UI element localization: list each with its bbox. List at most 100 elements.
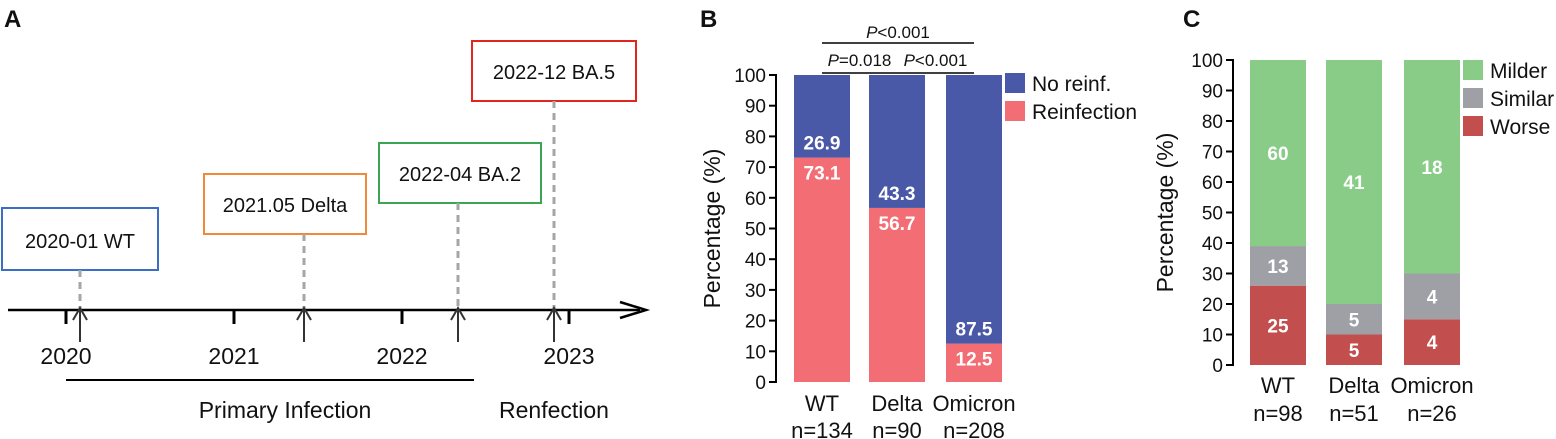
bar-b-delta-no-reinf [869, 75, 925, 208]
category-n-b: n=90 [872, 418, 922, 439]
category-label-b: Delta [871, 391, 923, 416]
category-n-b: n=208 [943, 418, 1005, 439]
legend-label-c: Milder [1490, 60, 1547, 83]
category-label-c: WT [1261, 373, 1295, 398]
bar-c-wt-worse [1250, 285, 1306, 365]
data-label-b: 26.9 [804, 134, 841, 155]
legend-label-b: No reinf. [1032, 73, 1111, 96]
panel-a-timeline: A 2020-01 WT 2021.05 Delta 2022-04 BA.2 … [1, 6, 651, 423]
y-tick-label-c: 60 [1202, 173, 1223, 194]
y-tick-label-b: 90 [745, 97, 766, 118]
event-label-delta: 2021.05 Delta [223, 195, 348, 217]
year-label: 2021 [208, 343, 259, 369]
bar-c-delta-worse [1326, 334, 1382, 365]
event-box-ba5-frame [471, 40, 637, 102]
y-tick-label-c: 90 [1202, 82, 1223, 103]
y-tick-label-b: 40 [745, 250, 766, 271]
y-axis-title-b: Percentage (%) [699, 149, 725, 309]
data-label-c: 41 [1343, 173, 1365, 194]
y-tick-label-c: 10 [1202, 326, 1223, 347]
year-label: 2022 [376, 343, 427, 369]
category-label-b: WT [805, 391, 839, 416]
bar-c-omicron-worse [1404, 319, 1460, 365]
bar-b-wt-reinfection [794, 157, 850, 382]
event-label-ba2: 2022-04 BA.2 [399, 164, 521, 186]
data-label-b: 87.5 [956, 320, 993, 341]
y-tick-label-c: 80 [1202, 112, 1223, 133]
y-tick-label-b: 80 [745, 127, 766, 148]
arrow-up-icon [450, 306, 466, 342]
data-label-b: 43.3 [879, 184, 916, 205]
event-label-ba5: 2022-12 BA.5 [493, 62, 615, 84]
event-box-ba5: 2022-12 BA.5 [471, 40, 637, 102]
data-label-c: 60 [1267, 144, 1288, 165]
bar-c-wt-similar [1250, 246, 1306, 286]
y-tick-label-b: 50 [745, 220, 766, 241]
y-axis-title-c: Percentage (%) [1152, 133, 1178, 293]
data-label-c: 13 [1267, 257, 1288, 278]
event-box-wt-frame [1, 207, 159, 271]
arrow-up-icon [296, 306, 312, 342]
y-tick-label-b: 70 [745, 158, 766, 179]
bar-c-wt-milder [1250, 60, 1306, 247]
data-label-b: 56.7 [879, 214, 916, 235]
legend-swatch-c [1463, 88, 1483, 108]
phase-label-reinfection: Renfection [499, 397, 609, 423]
y-tick-label-b: 20 [745, 312, 766, 333]
bar-b-wt-no-reinf [794, 75, 850, 158]
legend-swatch-b [1005, 73, 1025, 93]
p-value-label: P=0.018 [828, 51, 892, 70]
bar-b-delta-reinfection [869, 207, 925, 382]
p-value-symbol: P [828, 51, 840, 70]
legend-swatch-b [1005, 101, 1025, 121]
p-value-text: <0.001 [877, 23, 929, 42]
category-n-c: n=98 [1253, 401, 1303, 426]
legend-swatch-c [1463, 116, 1483, 136]
bar-c-delta-similar [1326, 304, 1382, 335]
category-label-b: Omicron [932, 391, 1015, 416]
panel-letter-c: C [1183, 6, 1200, 33]
p-value-symbol: P [904, 51, 916, 70]
bar-c-omicron-milder [1404, 60, 1460, 274]
bar-b-omicron-no-reinf [946, 75, 1002, 344]
arrow-up-icon [546, 306, 562, 342]
data-label-b: 73.1 [804, 164, 841, 185]
event-label-wt: 2020-01 WT [25, 231, 135, 253]
legend-label-c: Worse [1490, 116, 1550, 139]
legend-label-c: Similar [1490, 88, 1554, 111]
p-value-text: <0.001 [915, 51, 967, 70]
event-box-ba2-frame [378, 142, 542, 204]
y-tick-label-b: 30 [745, 281, 766, 302]
y-tick-label-b: 60 [745, 189, 766, 210]
y-tick-label-c: 50 [1202, 204, 1223, 225]
year-label: 2020 [40, 343, 91, 369]
legend-label-b: Reinfection [1032, 101, 1137, 124]
event-box-delta: 2021.05 Delta [203, 173, 367, 235]
data-label-c: 4 [1427, 287, 1438, 308]
y-tick-label-b: 100 [734, 66, 766, 87]
p-value-text: =0.018 [839, 51, 891, 70]
data-label-c: 4 [1427, 333, 1438, 354]
p-value-label: P<0.001 [904, 51, 968, 70]
legend-swatch-c [1463, 60, 1483, 80]
y-tick-label-c: 100 [1191, 51, 1223, 72]
event-box-ba2: 2022-04 BA.2 [378, 142, 542, 204]
phase-label-primary: Primary Infection [199, 397, 372, 423]
year-label: 2023 [543, 343, 594, 369]
y-tick-label-b: 0 [755, 373, 766, 394]
category-label-c: Delta [1328, 373, 1380, 398]
y-tick-label-c: 30 [1202, 265, 1223, 286]
category-n-c: n=51 [1329, 401, 1379, 426]
bar-c-omicron-similar [1404, 273, 1460, 320]
bar-c-delta-milder [1326, 60, 1382, 304]
category-label-c: Omicron [1390, 373, 1473, 398]
timeline-arrowhead [619, 300, 651, 320]
p-value-symbol: P [866, 23, 878, 42]
category-n-c: n=26 [1407, 401, 1457, 426]
y-tick-label-c: 20 [1202, 295, 1223, 316]
data-label-c: 25 [1267, 316, 1289, 337]
p-value-label: P<0.001 [866, 23, 930, 42]
data-label-b: 12.5 [956, 350, 993, 371]
y-tick-label-c: 40 [1202, 234, 1223, 255]
